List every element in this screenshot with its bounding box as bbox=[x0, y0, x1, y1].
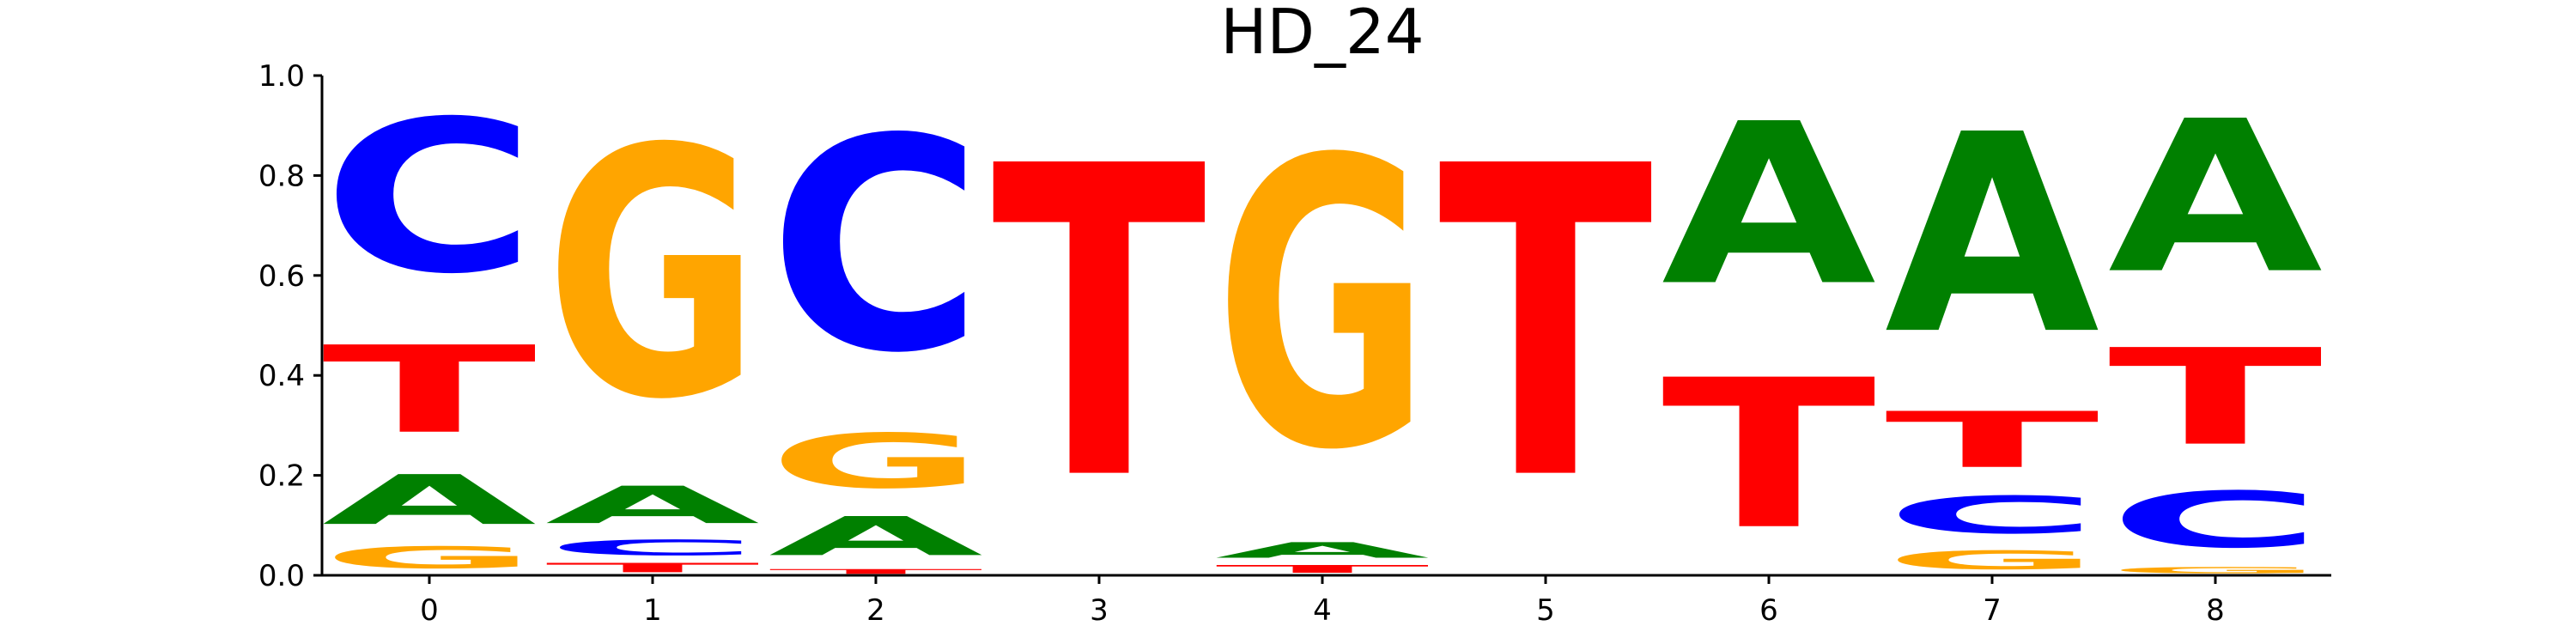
chart-title: HD_24 bbox=[1220, 0, 1424, 68]
logo-letter-a-pos-4: A bbox=[1215, 538, 1430, 562]
logo-letter-t-pos-3: T bbox=[992, 76, 1208, 574]
logo-letter-c-pos-8: C bbox=[2108, 476, 2323, 565]
logo-letter-t-pos-0: T bbox=[322, 321, 538, 460]
x-axis-ticks: 0 1 2 3 4 5 6 7 8 bbox=[420, 575, 2225, 628]
logo-letter-a-pos-2: A bbox=[769, 506, 983, 568]
logo-letter-a-pos-8: A bbox=[2108, 76, 2324, 320]
y-tick-label: 0.8 bbox=[258, 159, 305, 193]
logo-letter-t-pos-7: T bbox=[1885, 396, 2101, 485]
logo-letter-g-pos-2: G bbox=[769, 418, 983, 505]
x-tick-label: 6 bbox=[1759, 593, 1778, 628]
logo-letter-t-pos-1: T bbox=[545, 561, 762, 575]
logo-letter-g-pos-7: G bbox=[1885, 545, 2099, 575]
logo-letter-t-pos-2: T bbox=[769, 568, 985, 575]
logo-letter-g-pos-0: G bbox=[322, 541, 537, 575]
x-tick-label: 0 bbox=[420, 593, 439, 628]
y-axis-ticks: 0.0 0.2 0.4 0.6 0.8 1.0 bbox=[258, 59, 322, 593]
logo-letter-g-pos-8: G bbox=[2108, 565, 2323, 575]
logo-letter-c-pos-0: C bbox=[322, 76, 537, 319]
x-tick-label: 5 bbox=[1536, 593, 1555, 628]
logo-letter-c-pos-2: C bbox=[769, 77, 983, 417]
y-tick-label: 0.0 bbox=[258, 559, 305, 593]
x-tick-label: 4 bbox=[1313, 593, 1332, 628]
logo-letter-t-pos-4: T bbox=[1215, 563, 1431, 575]
logo-letter-g-pos-4: G bbox=[1215, 77, 1430, 537]
logo-letter-a-pos-0: A bbox=[322, 461, 537, 540]
y-tick-label: 1.0 bbox=[258, 59, 305, 94]
y-tick-label: 0.2 bbox=[258, 459, 305, 494]
logo-letter-c-pos-7: C bbox=[1885, 485, 2099, 545]
logo-letter-t-pos-5: T bbox=[1438, 76, 1655, 574]
x-tick-label: 1 bbox=[643, 593, 662, 628]
x-tick-label: 7 bbox=[1983, 593, 2002, 628]
logo-letter-a-pos-7: A bbox=[1885, 76, 2101, 394]
logo-letter-a-pos-1: A bbox=[545, 476, 760, 536]
x-tick-label: 2 bbox=[866, 593, 885, 628]
logo-letter-t-pos-6: T bbox=[1662, 336, 1878, 574]
y-tick-label: 0.4 bbox=[258, 359, 305, 393]
x-tick-label: 3 bbox=[1090, 593, 1109, 628]
y-tick-label: 0.6 bbox=[258, 259, 305, 294]
logo-letter-a-pos-6: A bbox=[1662, 76, 1878, 335]
logo-letter-t-pos-8: T bbox=[2108, 321, 2324, 475]
logo-letter-c-pos-1: C bbox=[545, 536, 760, 561]
logo-letter-g-pos-1: G bbox=[545, 76, 760, 475]
x-tick-label: 8 bbox=[2206, 593, 2225, 628]
axes bbox=[320, 76, 2331, 577]
